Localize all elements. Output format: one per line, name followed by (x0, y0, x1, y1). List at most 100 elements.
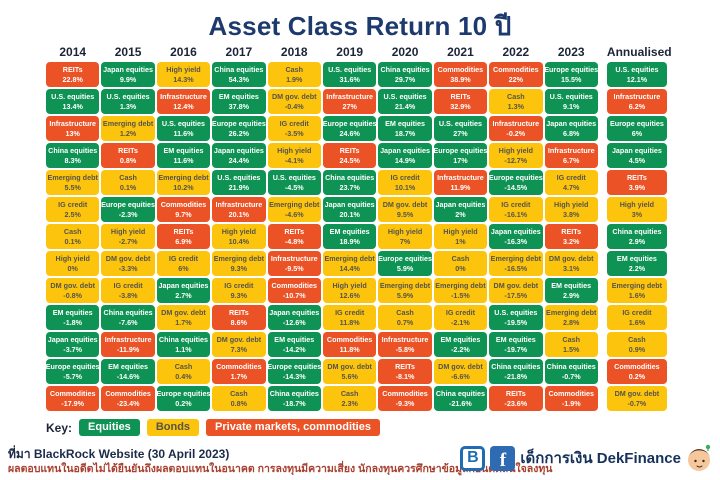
asset-name: Cash (230, 389, 248, 399)
asset-name: Cash (340, 389, 359, 399)
asset-name: Europe equities (544, 65, 598, 75)
asset-name: IG credit (113, 281, 143, 291)
return-cell: REITs -4.8% (267, 224, 321, 249)
return-value: 12.6% (339, 290, 360, 300)
return-cell: China equities -7.6% (101, 305, 155, 330)
asset-name: Cash (174, 362, 193, 372)
return-cell: U.S. equities 13.4% (46, 89, 100, 114)
return-cell: Infrastructure -0.2% (489, 116, 543, 141)
return-value: 21.4% (394, 101, 416, 111)
return-cell: Emerging debt -1.5% (433, 278, 488, 303)
return-value: 0.1% (119, 182, 137, 192)
return-cell: U.S. equities 11.6% (156, 116, 211, 141)
return-value: 1.7% (230, 371, 248, 381)
return-value: -10.7% (282, 290, 306, 300)
return-value: 13.4% (62, 101, 83, 111)
return-cell: REITs 8.6% (212, 305, 266, 330)
return-cell: High yield 0% (46, 251, 100, 276)
return-value: -2.7% (118, 236, 138, 246)
blockdit-icon: B (460, 445, 486, 471)
return-cell: U.S. equities 21.4% (378, 89, 432, 114)
column-header: 2014 (59, 45, 87, 59)
asset-name: Japan equities (158, 281, 209, 291)
return-cell: Infrastructure 27% (322, 89, 377, 114)
column-header: 2015 (114, 45, 142, 59)
asset-name: REITs (450, 92, 471, 102)
return-cell: EM equities -2.2% (433, 332, 488, 357)
asset-name: U.S. equities (161, 119, 206, 129)
return-value: -0.7% (627, 398, 647, 408)
return-cell: Emerging debt 2.8% (544, 305, 598, 330)
asset-name: Cash (63, 227, 82, 237)
return-value: 6.7% (563, 155, 580, 165)
return-value: -16.3% (504, 236, 528, 246)
asset-name: DM gov. debt (271, 92, 317, 102)
return-value: 37.8% (228, 101, 250, 111)
asset-name: Europe equities (212, 119, 266, 129)
return-cell: REITs -23.6% (489, 386, 543, 411)
return-cell: Europe equities 6% (606, 116, 667, 141)
asset-name: REITs (339, 146, 360, 156)
asset-name: Europe equities (433, 146, 488, 156)
asset-name: IG credit (556, 173, 586, 183)
column-header: 2023 (557, 45, 585, 59)
return-value: 14.4% (339, 263, 360, 273)
asset-name: U.S. equities (106, 92, 150, 102)
asset-name: Japan equities (269, 308, 320, 318)
asset-name: EM equities (329, 227, 370, 237)
return-cell: High yield 1% (433, 224, 488, 249)
return-value: -4.8% (284, 236, 304, 246)
asset-name: Europe equities (609, 119, 664, 129)
return-cell: EM equities -1.8% (46, 305, 100, 330)
legend: Key: Equities Bonds Private markets, com… (46, 419, 380, 436)
asset-name: China equities (380, 65, 430, 75)
return-cell: Japan equities -12.6% (267, 305, 321, 330)
return-value: -5.8% (395, 344, 415, 354)
asset-name: REITs (626, 173, 647, 183)
return-value: 1.2% (119, 128, 137, 138)
return-value: -12.6% (282, 317, 306, 327)
return-value: -19.5% (504, 317, 528, 327)
asset-name: Europe equities (101, 200, 155, 210)
asset-name: U.S. equities (272, 173, 316, 183)
asset-name: High yield (498, 146, 533, 156)
asset-name: Europe equities (489, 173, 543, 183)
return-value: 54.3% (228, 74, 250, 84)
asset-name: Commodities (105, 389, 151, 399)
return-value: 5.6% (341, 371, 358, 381)
return-value: 11.6% (173, 128, 194, 138)
return-value: 1.6% (628, 317, 646, 327)
return-cell: High yield -2.7% (101, 224, 155, 249)
year-column-2016: 2016 High yield 14.3% Infrastructure 12.4% U.… (156, 45, 211, 411)
year-column-2021: 2021 Commodities 38.9% REITs 32.9% U.S. equit… (433, 45, 488, 411)
return-value: 20.1% (228, 209, 250, 219)
return-cell: REITs 0.8% (101, 143, 155, 168)
year-column-annualised: Annualised U.S. equities 12.1% Infrastructu… (606, 45, 672, 411)
return-cell: High yield 7% (378, 224, 432, 249)
return-value: -1.8% (63, 317, 83, 327)
return-value: -3.3% (118, 263, 138, 273)
asset-name: REITs (118, 146, 138, 156)
return-value: 0.4% (175, 371, 192, 381)
asset-name: IG credit (279, 119, 309, 129)
asset-name: High yield (443, 227, 478, 237)
asset-name: Japan equities (611, 146, 662, 156)
return-cell: EM equities 37.8% (212, 89, 266, 114)
return-value: 3.1% (563, 263, 580, 273)
return-cell: Emerging debt 1.2% (101, 116, 155, 141)
return-value: 1.9% (286, 74, 303, 84)
return-cell: Japan equities 6.8% (544, 116, 598, 141)
column-header: 2022 (502, 45, 530, 59)
asset-name: U.S. equities (217, 173, 261, 183)
return-cell: Japan equities 24.4% (212, 143, 266, 168)
return-value: 4.5% (628, 155, 646, 165)
asset-name: REITs (505, 389, 526, 399)
return-value: 2.9% (628, 236, 646, 246)
return-cell: IG credit 10.1% (378, 170, 432, 195)
return-cell: U.S. equities 27% (433, 116, 488, 141)
asset-name: EM equities (616, 254, 657, 264)
return-value: -21.6% (449, 398, 472, 408)
return-value: -7.6% (118, 317, 138, 327)
return-cell: Japan equities 14.9% (378, 143, 432, 168)
return-cell: Commodities 1.7% (212, 359, 266, 384)
